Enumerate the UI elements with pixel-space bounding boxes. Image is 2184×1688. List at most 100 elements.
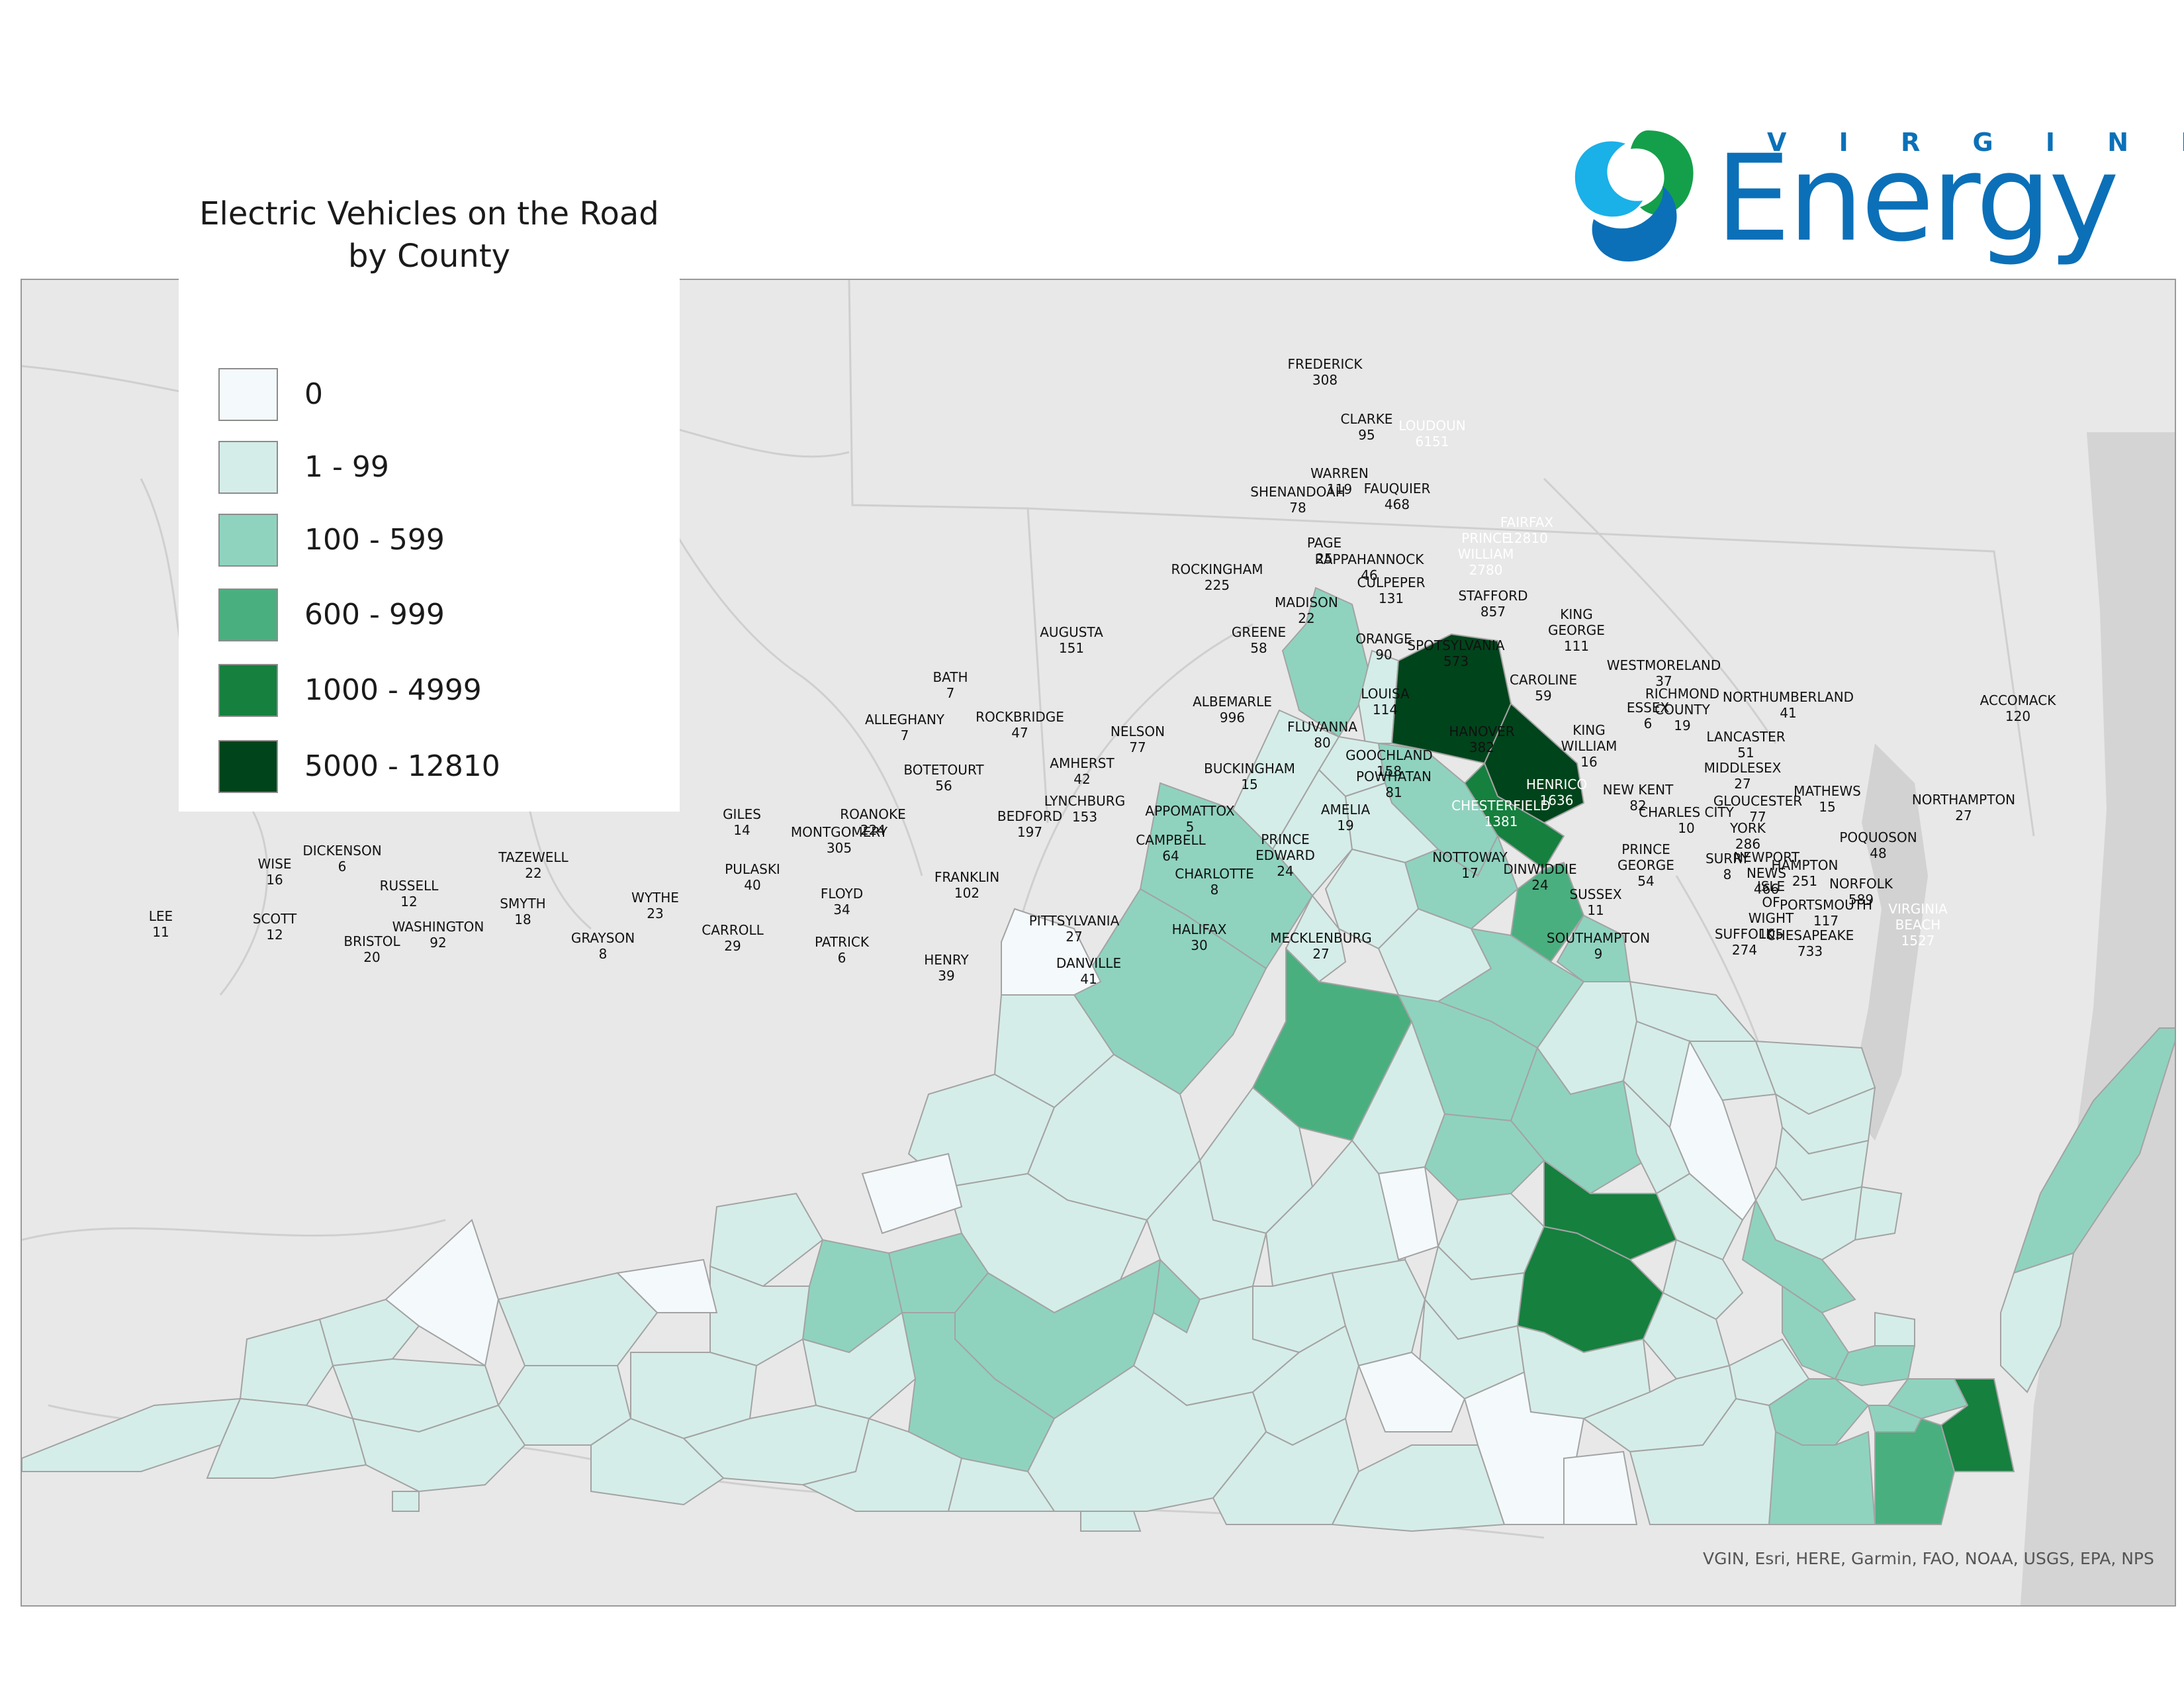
county-label-rappahannock: RAPPAHANNOCK 46 (1315, 551, 1425, 583)
polygon-giles (709, 1192, 824, 1288)
polygon-poquoson (1874, 1311, 1915, 1346)
county-label-fairfax: FAIRFAX 12810 (1500, 514, 1553, 546)
brand-energy: Energy (1715, 130, 2119, 268)
legend-title-line2: by County (347, 238, 511, 275)
county-label-pittsylvania: PITTSYLVANIA 27 (1029, 913, 1120, 945)
county-label-chesapeake: CHESAPEAKE 733 (1766, 927, 1854, 959)
polygon-southampton (1629, 1397, 1777, 1525)
polygon-york (1741, 1198, 1856, 1314)
county-label-new-kent: NEW KENT 82 (1603, 782, 1674, 814)
county-label-isle-of-wight: ISLE OF WIGHT 105 (1749, 878, 1794, 942)
county-label-mecklenburg: MECKLENBURG 27 (1270, 930, 1371, 962)
county-label-floyd: FLOYD 34 (821, 886, 863, 917)
county-label-prince-edward: PRINCE EDWARD 24 (1255, 831, 1315, 879)
county-label-portsmouth: PORTSMOUTH 117 (1780, 897, 1872, 929)
polygon-frederick (1281, 586, 1373, 738)
county-label-greene: GREENE 58 (1232, 624, 1286, 656)
polygon-bland (615, 1258, 718, 1313)
polygon-henry (947, 1457, 1056, 1512)
polygon-northampton (2000, 1252, 2075, 1393)
county-label-hampton: HAMPTON 251 (1772, 857, 1839, 889)
county-label-king-william: KING WILLIAM 16 (1561, 722, 1617, 770)
county-label-orange: ORANGE 90 (1355, 631, 1412, 663)
county-label-patrick: PATRICK 6 (815, 934, 870, 966)
county-label-powhatan: POWHATAN 81 (1356, 769, 1432, 800)
county-label-grayson: GRAYSON 8 (571, 930, 635, 962)
legend-swatch-1 (218, 441, 278, 494)
county-label-wise: WISE 16 (257, 856, 291, 888)
county-label-westmoreland: WESTMORELAND 37 (1607, 657, 1721, 689)
polygon-patrick (801, 1417, 963, 1512)
county-label-roanoke: ROANOKE 224 (840, 806, 905, 838)
county-label-buckingham: BUCKINGHAM 15 (1204, 761, 1295, 792)
county-label-russell: RUSSELL 12 (380, 878, 439, 910)
polygon-wise (239, 1318, 334, 1407)
legend-label-3: 600 - 999 (304, 598, 445, 632)
county-label-poquoson: POQUOSON 48 (1839, 829, 1917, 861)
county-label-southampton: SOUTHAMPTON 9 (1547, 930, 1650, 962)
county-label-nelson: NELSON 77 (1111, 724, 1165, 755)
polygon-chesapeake (1874, 1417, 1956, 1525)
county-label-king-george: KING GEORGE 111 (1548, 606, 1605, 654)
county-label-botetourt: BOTETOURT 56 (903, 762, 984, 794)
county-label-alleghany: ALLEGHANY 7 (865, 712, 945, 743)
county-label-dickenson: DICKENSON 6 (302, 843, 381, 874)
county-label-louisa: LOUISA 114 (1361, 686, 1410, 718)
legend-title-line1: Electric Vehicles on the Road (199, 195, 659, 232)
county-label-campbell: CAMPBELL 64 (1136, 832, 1206, 864)
county-label-newport-news: NEWPORT NEWS 466 (1733, 849, 1800, 897)
polygon-washington (351, 1404, 526, 1493)
county-polygons (22, 586, 2175, 1532)
polygon-prince-william (1463, 762, 1565, 870)
polygon-prince-george (1642, 1291, 1731, 1380)
county-label-chesterfield: CHESTERFIELD 1381 (1451, 798, 1551, 829)
county-label-lynchburg: LYNCHBURG 153 (1044, 793, 1125, 825)
basemap-bay (1848, 743, 1928, 1141)
legend-title: Electric Vehicles on the Road by County (179, 193, 680, 277)
county-label-richmond-county: RICHMOND COUNTY 19 (1645, 686, 1719, 733)
county-label-giles: GILES 14 (723, 806, 761, 838)
county-label-prince-william: PRINCE WILLIAM 2780 (1458, 530, 1514, 578)
county-label-augusta: AUGUSTA 151 (1040, 624, 1103, 656)
polygon-bristol (392, 1491, 420, 1512)
county-label-mathews: MATHEWS 15 (1794, 783, 1861, 815)
polygon-buchanan (385, 1219, 500, 1367)
legend-label-4: 1000 - 4999 (304, 673, 482, 707)
county-label-gloucester: GLOUCESTER 77 (1713, 793, 1802, 825)
legend-swatch-4 (218, 664, 278, 717)
county-label-accomack: ACCOMACK 120 (1980, 692, 2057, 724)
county-label-lancaster: LANCASTER 51 (1706, 729, 1785, 761)
polygon-king-and-queen (1668, 1039, 1757, 1221)
county-label-hanover: HANOVER 382 (1449, 724, 1514, 755)
polygon-norfolk (1887, 1378, 1969, 1420)
county-label-caroline: CAROLINE 59 (1510, 672, 1577, 704)
county-label-middlesex: MIDDLESEX 27 (1704, 760, 1782, 792)
polygon-greensville (1563, 1450, 1638, 1525)
legend: Electric Vehicles on the Road by County … (179, 166, 680, 812)
county-label-essex: ESSEX 6 (1627, 700, 1670, 731)
legend-swatch-5 (218, 740, 278, 793)
polygon-highland (1001, 908, 1102, 996)
county-label-bristol: BRISTOL 20 (343, 933, 400, 965)
polygon-grayson (590, 1417, 725, 1506)
county-label-bath: BATH 7 (933, 669, 968, 701)
legend-swatch-3 (218, 588, 278, 641)
county-label-suffolk: SUFFOLK 274 (1715, 926, 1775, 958)
county-label-warren: WARREN 119 (1310, 465, 1369, 497)
county-label-loudoun: LOUDOUN 6151 (1398, 418, 1466, 449)
county-label-culpeper: CULPEPER 131 (1357, 575, 1425, 606)
county-label-york: YORK 286 (1729, 820, 1766, 852)
polygon-cumberland (1377, 1166, 1439, 1261)
legend-swatch-2 (218, 514, 278, 567)
county-label-smyth: SMYTH 18 (500, 896, 545, 927)
polygon-craig (861, 1152, 963, 1235)
county-label-washington: WASHINGTON 92 (392, 919, 484, 951)
county-label-nottoway: NOTTOWAY 17 (1432, 849, 1508, 881)
county-label-clarke: CLARKE 95 (1341, 411, 1393, 443)
polygon-tazewell (497, 1272, 659, 1366)
county-label-spotsylvania: SPOTSYLVANIA 573 (1407, 637, 1505, 669)
polygon-mathews (1854, 1186, 1903, 1241)
county-label-danville: DANVILLE 41 (1056, 955, 1121, 987)
county-label-norfolk: NORFOLK 589 (1829, 876, 1893, 908)
